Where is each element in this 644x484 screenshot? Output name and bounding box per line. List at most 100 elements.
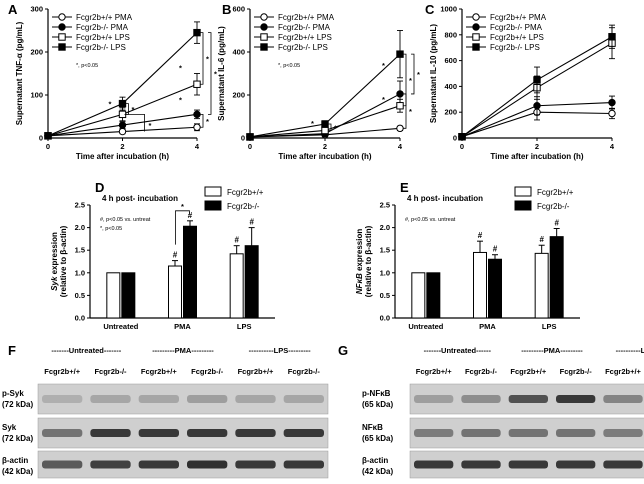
series-4 bbox=[458, 24, 616, 141]
data-point bbox=[396, 124, 404, 133]
blot-band bbox=[414, 429, 454, 437]
legend-label: Fcgr2b-/- LPS bbox=[490, 43, 540, 52]
legend-label: Fcgr2b-/- LPS bbox=[278, 43, 328, 52]
bar bbox=[106, 272, 121, 319]
legend-marker bbox=[58, 13, 66, 21]
line-chart-c: 0 200 400 600 800 1000 0 2 4 Time after incubatio… bbox=[429, 5, 616, 161]
blot-band bbox=[90, 395, 131, 403]
lane-label: Fcgr2b+/+ bbox=[238, 367, 274, 376]
blot-band bbox=[90, 460, 131, 469]
y-tick-label: 200 bbox=[444, 108, 457, 117]
blot-band bbox=[603, 460, 643, 469]
significance-star: * bbox=[179, 95, 182, 104]
y-tick-label: 800 bbox=[444, 30, 457, 39]
data-point bbox=[246, 133, 254, 141]
significance-star: * bbox=[417, 70, 420, 79]
legend-marker bbox=[58, 43, 66, 51]
bar bbox=[183, 225, 197, 319]
y-tick-label: 2.5 bbox=[380, 201, 390, 210]
y-tick-label: 0 bbox=[39, 134, 43, 143]
category-label: LPS bbox=[542, 322, 557, 331]
significance-hash: # bbox=[554, 219, 559, 228]
category-label: PMA bbox=[174, 322, 191, 331]
y-tick-label: 100 bbox=[30, 91, 43, 100]
data-point bbox=[608, 33, 616, 41]
blot-band bbox=[235, 460, 276, 469]
data-point bbox=[396, 90, 404, 98]
bracket-ko bbox=[208, 32, 212, 115]
lane-label: Fcgr2b-/- bbox=[288, 367, 321, 376]
blot-band bbox=[138, 429, 179, 437]
x-tick-label: 2 bbox=[535, 142, 539, 151]
significance-star: * bbox=[206, 117, 209, 126]
treatment-group-label: ----------LPS--------- bbox=[616, 346, 644, 355]
blot-band bbox=[235, 395, 276, 403]
data-point bbox=[193, 28, 201, 37]
data-point bbox=[321, 126, 329, 135]
significance-star: * bbox=[132, 105, 135, 114]
lane-label: Fcgr2b+/+ bbox=[605, 367, 641, 376]
significance-star: * bbox=[206, 54, 209, 63]
treatment-group-label: ---------PMA--------- bbox=[152, 346, 214, 355]
data-point bbox=[321, 120, 329, 128]
legend-label: Fcgr2b-/- bbox=[537, 202, 570, 211]
significance-hash: # bbox=[249, 218, 254, 227]
blot-band bbox=[187, 429, 228, 437]
significance-star: * bbox=[311, 119, 314, 128]
legend-label: Fcgr2b+/+ LPS bbox=[76, 33, 130, 42]
treatment-group-label: ----------LPS--------- bbox=[249, 346, 312, 355]
blot-band bbox=[556, 460, 596, 469]
y-tick-label: 0.0 bbox=[380, 314, 390, 323]
protein-label: β-actin bbox=[362, 456, 388, 465]
bar bbox=[168, 265, 182, 319]
bar bbox=[411, 272, 426, 319]
significance-hash: # bbox=[539, 235, 544, 244]
protein-label: p-Syk bbox=[2, 389, 24, 398]
x-axis-title: Time after incubation (h) bbox=[490, 152, 584, 161]
blot-band bbox=[138, 395, 179, 403]
y-tick-label: 300 bbox=[30, 5, 43, 14]
legend-label: Fcgr2b-/- PMA bbox=[490, 23, 543, 32]
y-tick-label: 400 bbox=[444, 82, 457, 91]
significance-note: #, p<0.05 vs. untreat bbox=[405, 217, 456, 223]
blot-strip bbox=[37, 417, 329, 449]
blot-band bbox=[235, 429, 276, 437]
x-tick-label: 0 bbox=[46, 142, 50, 151]
panel-letter-a: A bbox=[8, 2, 18, 17]
category-label: LPS bbox=[237, 322, 252, 331]
category-label: Untreated bbox=[408, 322, 443, 331]
legend-marker bbox=[260, 33, 268, 41]
bar bbox=[229, 253, 244, 319]
y-tick-label: 1.0 bbox=[380, 268, 390, 277]
blot-band bbox=[42, 395, 83, 403]
legend-marker bbox=[58, 33, 66, 41]
lane-label: Fcgr2b-/- bbox=[94, 367, 127, 376]
lane-label: Fcgr2b+/+ bbox=[510, 367, 546, 376]
blot-strip bbox=[37, 450, 329, 479]
legend-label: Fcgr2b+/+ PMA bbox=[490, 13, 547, 22]
lane-label: Fcgr2b+/+ bbox=[44, 367, 80, 376]
blot-band bbox=[414, 460, 454, 469]
chart-title: 4 h post- incubation bbox=[102, 194, 178, 203]
legend-marker bbox=[260, 43, 268, 51]
y-axis-title: Supernatant IL-10 (pg/mL) bbox=[429, 24, 438, 123]
significance-star: * bbox=[214, 70, 217, 79]
panel-letter-g: G bbox=[338, 343, 348, 358]
y-axis-title-2: (relative to β-actin) bbox=[59, 225, 68, 297]
significance-note: *, p<0.05 bbox=[76, 63, 98, 69]
data-point bbox=[608, 109, 616, 118]
legend-label: Fcgr2b+/+ bbox=[537, 188, 574, 197]
blot-band bbox=[283, 395, 324, 403]
legend-label: Fcgr2b+/+ PMA bbox=[76, 13, 133, 22]
data-point bbox=[118, 121, 127, 129]
bar bbox=[534, 252, 549, 319]
legend-swatch bbox=[204, 186, 222, 197]
protein-size-label: (72 kDa) bbox=[2, 434, 33, 443]
blot-band bbox=[603, 429, 643, 437]
line-chart-a: 0 100 200 300 0 2 4 Time after incubation (h) Su… bbox=[15, 5, 217, 162]
protein-size-label: (65 kDa) bbox=[362, 400, 393, 409]
blot-band bbox=[508, 395, 548, 403]
protein-size-label: (72 kDa) bbox=[2, 400, 33, 409]
lane-label: Fcgr2b-/- bbox=[560, 367, 593, 376]
